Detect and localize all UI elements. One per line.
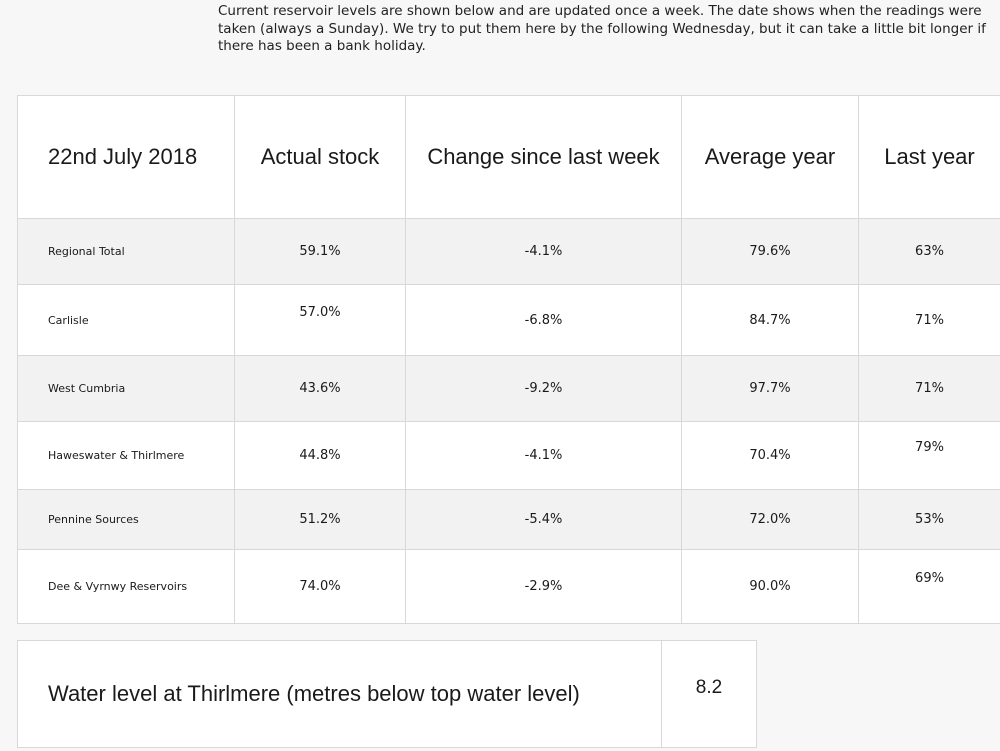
change-cell: -2.9% xyxy=(405,549,682,624)
region-name: West Cumbria xyxy=(17,355,235,422)
actual-stock-cell: 57.0% xyxy=(234,284,406,356)
table-row: Carlisle 57.0% -6.8% 84.7% 71% xyxy=(17,284,1000,356)
table-header-row: 22nd July 2018 Actual stock Change since… xyxy=(17,95,1000,219)
last-year-cell: 79% xyxy=(858,421,1000,490)
header-average-year: Average year xyxy=(681,95,859,219)
header-actual-stock: Actual stock xyxy=(234,95,406,219)
change-cell: -4.1% xyxy=(405,421,682,490)
last-year-value: 79% xyxy=(915,440,944,455)
last-year-cell: 63% xyxy=(858,218,1000,285)
actual-stock-cell: 74.0% xyxy=(234,549,406,624)
average-year-cell: 90.0% xyxy=(681,549,859,624)
region-name: Dee & Vyrnwy Reservoirs xyxy=(17,549,235,624)
thirlmere-row: Water level at Thirlmere (metres below t… xyxy=(17,640,757,748)
actual-stock-cell: 43.6% xyxy=(234,355,406,422)
last-year-cell: 53% xyxy=(858,489,1000,550)
thirlmere-label: Water level at Thirlmere (metres below t… xyxy=(17,640,662,748)
region-name: Regional Total xyxy=(17,218,235,285)
average-year-cell: 72.0% xyxy=(681,489,859,550)
region-name: Pennine Sources xyxy=(17,489,235,550)
actual-stock-cell: 44.8% xyxy=(234,421,406,490)
actual-stock-cell: 51.2% xyxy=(234,489,406,550)
average-year-cell: 84.7% xyxy=(681,284,859,356)
table-row: Haweswater & Thirlmere 44.8% -4.1% 70.4%… xyxy=(17,421,1000,490)
last-year-value: 69% xyxy=(915,571,944,586)
region-name: Haweswater & Thirlmere xyxy=(17,421,235,490)
thirlmere-level-table: Water level at Thirlmere (metres below t… xyxy=(17,640,757,748)
table-row: West Cumbria 43.6% -9.2% 97.7% 71% xyxy=(17,355,1000,422)
table-row: Regional Total 59.1% -4.1% 79.6% 63% xyxy=(17,218,1000,285)
reservoir-levels-table: 22nd July 2018 Actual stock Change since… xyxy=(17,95,1000,624)
last-year-cell: 71% xyxy=(858,355,1000,422)
change-cell: -6.8% xyxy=(405,284,682,356)
thirlmere-value: 8.2 xyxy=(661,640,757,748)
change-cell: -4.1% xyxy=(405,218,682,285)
change-cell: -9.2% xyxy=(405,355,682,422)
table-row: Pennine Sources 51.2% -5.4% 72.0% 53% xyxy=(17,489,1000,550)
intro-text: Current reservoir levels are shown below… xyxy=(218,3,986,54)
actual-stock-cell: 59.1% xyxy=(234,218,406,285)
actual-stock-value: 57.0% xyxy=(299,304,341,320)
region-name: Carlisle xyxy=(17,284,235,356)
header-change-since-last-week: Change since last week xyxy=(405,95,682,219)
last-year-cell: 71% xyxy=(858,284,1000,356)
header-date: 22nd July 2018 xyxy=(17,95,235,219)
table-row: Dee & Vyrnwy Reservoirs 74.0% -2.9% 90.0… xyxy=(17,549,1000,624)
header-last-year: Last year xyxy=(858,95,1000,219)
average-year-cell: 97.7% xyxy=(681,355,859,422)
last-year-cell: 69% xyxy=(858,549,1000,624)
change-cell: -5.4% xyxy=(405,489,682,550)
average-year-cell: 79.6% xyxy=(681,218,859,285)
average-year-cell: 70.4% xyxy=(681,421,859,490)
